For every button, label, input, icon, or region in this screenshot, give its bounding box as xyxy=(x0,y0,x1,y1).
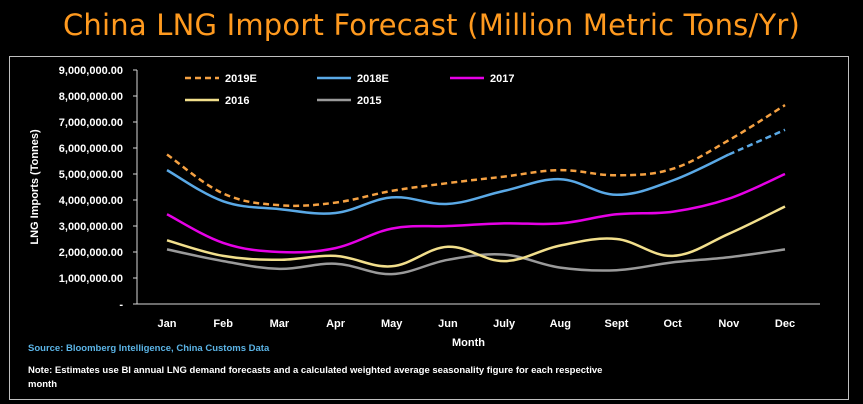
x-tick-label: Dec xyxy=(775,318,795,330)
x-axis: Jan Feb Mar Apr May Jun July Aug Sept Oct Nov Dec xyxy=(137,303,820,330)
x-tick-label: Feb xyxy=(213,318,233,330)
legend-label-2016: 2016 xyxy=(225,95,249,107)
x-tick-label: Jan xyxy=(158,318,177,330)
source-note: Source: Bloomberg Intelligence, China Cu… xyxy=(28,343,270,354)
line-chart: - 1,000,000.00 2,000,000.00 3,000,000.00 4,0… xyxy=(29,65,820,349)
series-line-2015 xyxy=(166,248,786,276)
y-axis-title: LNG Imports (Tonnes) xyxy=(29,129,41,245)
y-tick-label: 9,000,000.00 xyxy=(59,65,123,77)
y-tick-label: 6,000,000.00 xyxy=(59,143,123,155)
legend-label-2018e: 2018E xyxy=(357,73,389,85)
y-tick-label: 2,000,000.00 xyxy=(59,247,123,259)
x-tick-label: Aug xyxy=(550,318,571,330)
series-line-2018e xyxy=(166,153,730,215)
y-tick-label: 3,000,000.00 xyxy=(59,221,123,233)
x-tick-label: Oct xyxy=(663,318,682,330)
y-tick-label: 8,000,000.00 xyxy=(59,91,123,103)
y-axis: - 1,000,000.00 2,000,000.00 3,000,000.00 4,0… xyxy=(59,65,138,311)
legend-label-2015: 2015 xyxy=(357,95,381,107)
y-tick-label: 5,000,000.00 xyxy=(59,169,123,181)
y-tick-label: 4,000,000.00 xyxy=(59,195,123,207)
series-line-2017 xyxy=(166,172,786,254)
series-line-2019e xyxy=(166,104,786,208)
chart-frame: - 1,000,000.00 2,000,000.00 3,000,000.00 4,0… xyxy=(9,56,849,400)
legend-label-2019e: 2019E xyxy=(225,73,257,85)
x-tick-label: Apr xyxy=(326,318,346,330)
x-axis-title: Month xyxy=(452,337,485,349)
methodology-note: Note: Estimates use BI annual LNG demand… xyxy=(28,365,603,390)
series-line-2016 xyxy=(166,205,786,268)
legend: 2019E 2018E 2017 2016 2015 xyxy=(185,73,514,107)
y-tick-label: 1,000,000.00 xyxy=(59,273,123,285)
y-tick-label: 7,000,000.00 xyxy=(59,117,123,129)
series-line-2018e-dashed xyxy=(728,128,786,156)
x-tick-label: July xyxy=(493,318,516,330)
series-lines xyxy=(166,104,786,276)
legend-label-2017: 2017 xyxy=(490,73,514,85)
x-tick-label: Nov xyxy=(718,318,740,330)
x-tick-label: May xyxy=(381,318,403,330)
x-tick-label: Mar xyxy=(270,318,290,330)
x-tick-label: Jun xyxy=(438,318,458,330)
chart-title: China LNG Import Forecast (Million Metri… xyxy=(62,8,800,42)
x-tick-label: Sept xyxy=(605,318,629,330)
y-tick-label: - xyxy=(119,299,123,311)
